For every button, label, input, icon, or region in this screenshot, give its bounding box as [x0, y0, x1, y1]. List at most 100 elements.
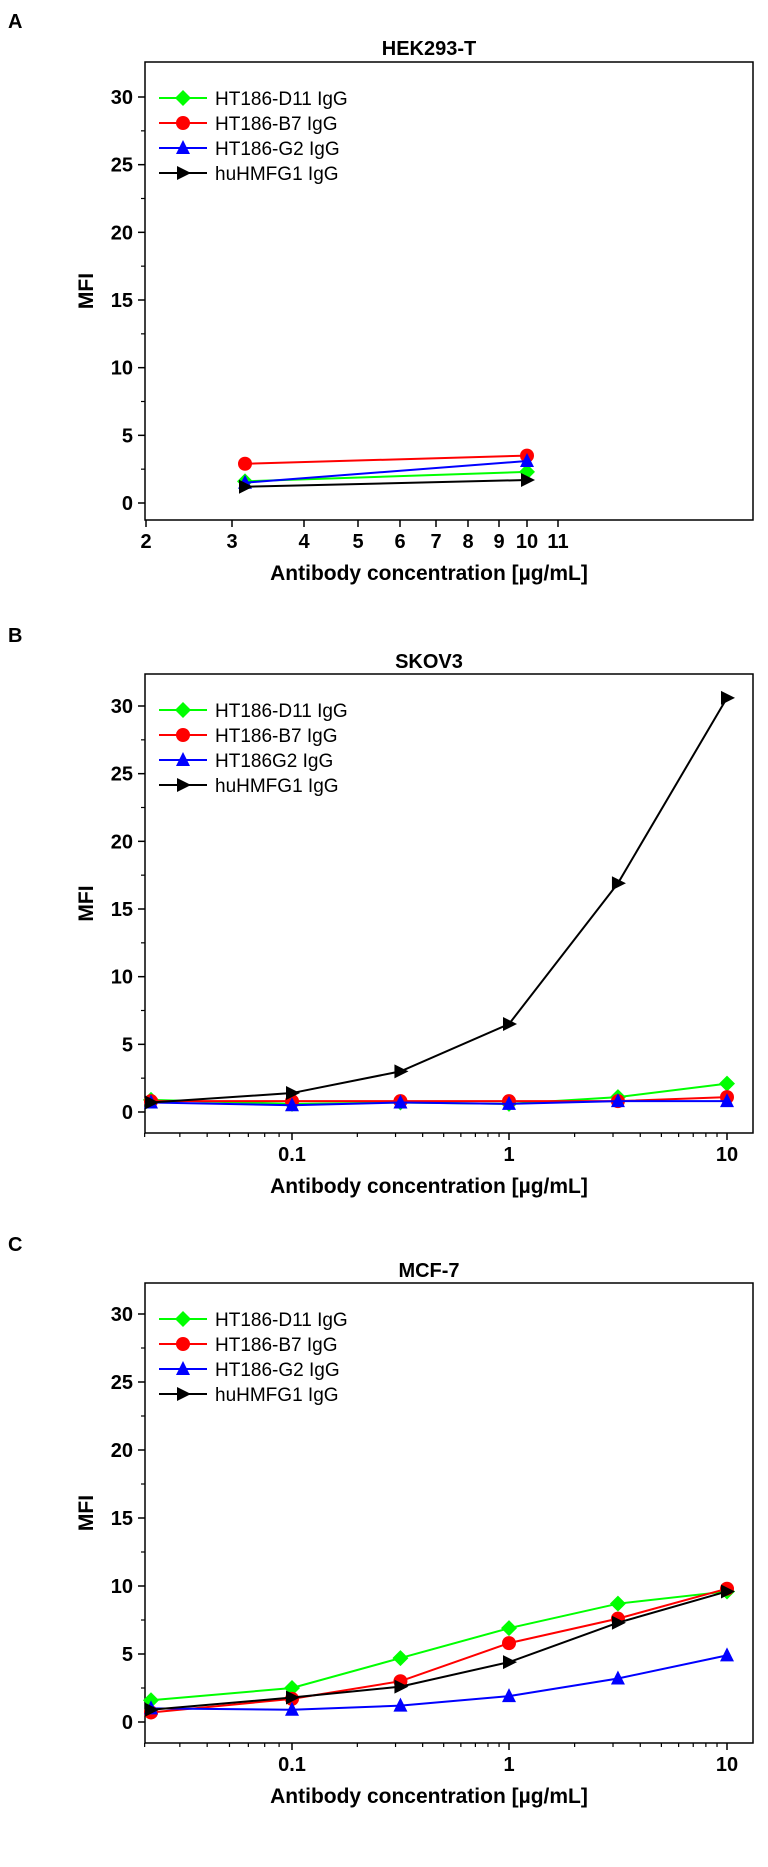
- legend-marker: [175, 1311, 191, 1327]
- legend-marker: [176, 140, 190, 154]
- y-axis-label: MFI: [75, 1495, 98, 1531]
- data-point: [720, 1647, 734, 1662]
- chart-panel-b: B SKOV3 0 5 10 15 20 25 30 0.1 1 10 MFI Antibody conc…: [8, 625, 754, 1198]
- legend-label: HT186-D11 IgG: [215, 89, 348, 110]
- data-point: [521, 472, 535, 487]
- series-3: [145, 1584, 735, 1717]
- data-point: [609, 1595, 626, 1612]
- data-point: [610, 1093, 625, 1108]
- y-tick-label: 15: [111, 1508, 133, 1530]
- data-point: [502, 1688, 516, 1703]
- x-tick-label: 5: [352, 531, 363, 553]
- data-point: [286, 1690, 300, 1705]
- x-tick-label: 3: [226, 531, 237, 553]
- legend-marker: [176, 752, 190, 766]
- series-line: [150, 1590, 728, 1702]
- legend-marker: [176, 1337, 190, 1351]
- y-tick-label: 15: [111, 899, 133, 921]
- legend-label: HT186-G2 IgG: [215, 139, 340, 160]
- x-tick-label: 7: [430, 531, 441, 553]
- y-tick-label: 0: [122, 1712, 133, 1734]
- y-axis-label: MFI: [75, 885, 98, 921]
- y-tick-label: 0: [122, 493, 133, 515]
- chart-panel-a: A HEK293-T 0 5 10 15 20 25 30 2 3 4 5 6 7 8 9 10 11 MFI Anti…: [8, 11, 754, 585]
- y-tick-label: 25: [111, 764, 133, 786]
- plot-area: [144, 1282, 754, 1744]
- x-tick-label: 1: [503, 1754, 514, 1776]
- y-tick-label: 0: [122, 1102, 133, 1124]
- x-tick-label: 6: [394, 531, 405, 553]
- y-tick-label: 30: [111, 87, 133, 109]
- series-3: [239, 472, 535, 494]
- series-line: [150, 1590, 728, 1711]
- x-axis-label: Antibody concentration [µg/mL]: [270, 562, 588, 585]
- data-point: [502, 1095, 516, 1110]
- legend-marker: [177, 1387, 191, 1401]
- x-axis-label: Antibody concentration [µg/mL]: [270, 1785, 588, 1808]
- y-tick-label: 5: [122, 1644, 133, 1666]
- series-line: [244, 454, 528, 465]
- data-point: [286, 1086, 300, 1101]
- series-1: [144, 1581, 734, 1720]
- data-point: [503, 1017, 517, 1032]
- legend: HT186-D11 IgG HT186-B7 IgG HT186G2 IgG huHM…: [159, 701, 348, 797]
- plot-area: [144, 673, 754, 1134]
- legend: HT186-D11 IgG HT186-B7 IgG HT186-G2 IgG huH…: [159, 1310, 348, 1406]
- x-tick-label: 2: [140, 531, 151, 553]
- legend-label: HT186-D11 IgG: [215, 701, 348, 722]
- legend-marker: [177, 166, 191, 180]
- y-tick-label: 20: [111, 1440, 133, 1462]
- legend-label: HT186-B7 IgG: [215, 1335, 338, 1356]
- data-point: [238, 456, 253, 471]
- x-tick-label: 11: [547, 531, 568, 553]
- legend-label: HT186-B7 IgG: [215, 114, 338, 135]
- data-point: [611, 1615, 626, 1630]
- data-point: [520, 453, 534, 468]
- y-tick-label: 10: [111, 1576, 133, 1598]
- series-3: [145, 690, 735, 1110]
- legend-marker: [175, 90, 191, 106]
- y-tick-label: 10: [111, 967, 133, 989]
- data-point: [719, 1075, 735, 1092]
- y-tick-label: 25: [111, 1372, 133, 1394]
- series-1: [238, 448, 534, 471]
- y-tick-label: 20: [111, 222, 133, 244]
- panel-letter: B: [8, 625, 22, 647]
- data-point: [720, 1093, 734, 1108]
- series-0: [143, 1583, 735, 1709]
- legend-marker: [176, 728, 190, 742]
- data-point: [145, 1095, 159, 1110]
- series-line: [150, 697, 728, 1104]
- panel-letter: A: [8, 11, 22, 33]
- legend-marker: [177, 778, 191, 792]
- data-point: [145, 1702, 159, 1717]
- y-tick-label: 5: [122, 1034, 133, 1056]
- data-point: [503, 1655, 517, 1670]
- data-point: [392, 1650, 409, 1667]
- x-tick-label: 8: [462, 531, 473, 553]
- chart-title: HEK293-T: [382, 38, 476, 60]
- y-tick-label: 5: [122, 425, 133, 447]
- legend-marker: [176, 116, 190, 130]
- series-0: [143, 1075, 735, 1112]
- legend-marker: [175, 702, 191, 718]
- x-tick-label: 0.1: [278, 1754, 306, 1776]
- y-axis-label: MFI: [75, 273, 98, 309]
- y-tick-label: 25: [111, 155, 133, 177]
- data-point: [721, 690, 735, 705]
- x-tick-label: 10: [716, 1144, 738, 1166]
- legend-label: huHMFG1 IgG: [215, 1385, 339, 1406]
- legend-label: HT186-D11 IgG: [215, 1310, 348, 1331]
- series-line: [150, 1100, 727, 1107]
- legend-label: HT186G2 IgG: [215, 751, 333, 772]
- series-line: [150, 1587, 728, 1714]
- x-tick-label: 10: [516, 531, 538, 553]
- data-point: [394, 1064, 409, 1079]
- panel-letter: C: [8, 1234, 22, 1256]
- data-point: [285, 1097, 299, 1112]
- y-tick-label: 20: [111, 831, 133, 853]
- x-tick-label: 10: [716, 1754, 738, 1776]
- y-tick-label: 30: [111, 696, 133, 718]
- chart-title: SKOV3: [395, 651, 463, 673]
